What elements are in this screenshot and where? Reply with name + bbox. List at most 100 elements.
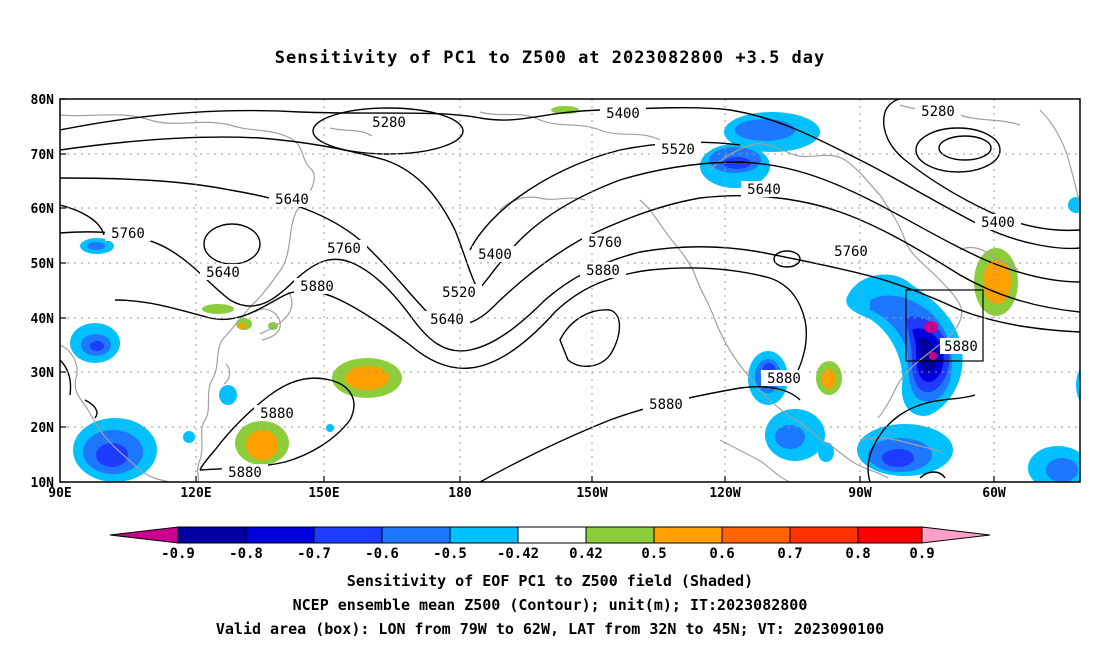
lon-label: 150E xyxy=(308,486,339,501)
colorbar-label: -0.42 xyxy=(497,546,539,562)
footer-line-shading: Sensitivity of EOF PC1 to Z500 field (Sh… xyxy=(346,572,754,590)
colorbar-segment xyxy=(449,526,519,544)
chart-title: Sensitivity of PC1 to Z500 at 2023082800… xyxy=(274,48,826,68)
lat-label: 40N xyxy=(31,312,55,327)
colorbar-segment xyxy=(721,526,791,544)
contour-label: 5400 xyxy=(975,214,1021,231)
svg-text:5760: 5760 xyxy=(327,241,361,257)
colorbar-label: -0.8 xyxy=(229,546,263,562)
graticule xyxy=(60,99,1080,482)
colorbar-segment xyxy=(313,526,383,544)
lon-label: 60W xyxy=(982,486,1006,501)
contour-label: 5640 xyxy=(741,181,787,198)
contour-label: 5280 xyxy=(366,114,412,131)
contour-label: 5760 xyxy=(105,225,151,242)
lat-label: 80N xyxy=(31,93,55,108)
svg-text:5760: 5760 xyxy=(111,226,145,242)
contour-label: 5880 xyxy=(940,338,982,355)
svg-text:5640: 5640 xyxy=(747,182,781,198)
colorbar-label: 0.6 xyxy=(709,546,734,562)
lon-label: 90W xyxy=(848,486,872,501)
sensitivity-shading xyxy=(70,106,1080,482)
svg-text:5880: 5880 xyxy=(228,465,262,481)
colorbar-label: -0.5 xyxy=(433,546,467,562)
colorbar-left-triangle xyxy=(109,526,179,544)
svg-text:5400: 5400 xyxy=(981,215,1015,231)
colorbar-segment xyxy=(517,526,587,544)
svg-text:5280: 5280 xyxy=(921,104,955,120)
contour-label: 5760 xyxy=(321,240,367,257)
svg-text:5400: 5400 xyxy=(478,247,512,263)
colorbar-segment xyxy=(789,526,859,544)
lon-label: 120E xyxy=(180,486,211,501)
coastlines xyxy=(60,104,1080,482)
colorbar-label: 0.5 xyxy=(641,546,666,562)
latitude-labels: 80N 70N 60N 50N 40N 30N 20N 10N xyxy=(31,93,55,491)
lat-label: 30N xyxy=(31,366,55,381)
contour-label: 5760 xyxy=(828,243,874,260)
contour-label: 5880 xyxy=(580,262,626,279)
svg-text:5400: 5400 xyxy=(606,106,640,122)
lat-label: 20N xyxy=(31,421,55,436)
contour-label: 5400 xyxy=(600,105,646,122)
colorbar: -0.9 -0.8 -0.7 -0.6 -0.5 -0.42 0.42 0.5 … xyxy=(109,526,991,562)
svg-text:5880: 5880 xyxy=(300,279,334,295)
contour-label: 5880 xyxy=(643,396,689,413)
contour-label: 5880 xyxy=(294,278,340,295)
contour-label: 5640 xyxy=(200,264,246,281)
colorbar-label: 0.8 xyxy=(845,546,870,562)
lon-label: 180 xyxy=(448,486,472,501)
svg-text:5880: 5880 xyxy=(260,406,294,422)
svg-text:5760: 5760 xyxy=(588,235,622,251)
svg-text:5520: 5520 xyxy=(661,142,695,158)
contour-label: 5880 xyxy=(222,464,268,481)
colorbar-label: 0.9 xyxy=(909,546,934,562)
colorbar-segment xyxy=(653,526,723,544)
colorbar-right-triangle xyxy=(921,526,991,544)
z500-contours xyxy=(60,99,1080,482)
contour-label: 5280 xyxy=(915,103,961,120)
contour-label: 5400 xyxy=(472,246,518,263)
svg-text:5760: 5760 xyxy=(834,244,868,260)
colorbar-segment xyxy=(381,526,451,544)
validation-box xyxy=(905,289,984,362)
colorbar-segment xyxy=(585,526,655,544)
contour-label: 5760 xyxy=(582,234,628,251)
colorbar-label: -0.6 xyxy=(365,546,399,562)
contour-label: 5640 xyxy=(424,311,470,328)
lon-label: 120W xyxy=(709,486,740,501)
lat-label: 70N xyxy=(31,148,55,163)
contour-label: 5520 xyxy=(655,141,701,158)
colorbar-segment xyxy=(857,526,923,544)
svg-text:5880: 5880 xyxy=(649,397,683,413)
svg-text:5640: 5640 xyxy=(430,312,464,328)
lat-label: 60N xyxy=(31,202,55,217)
colorbar-label: -0.9 xyxy=(161,546,195,562)
svg-text:5280: 5280 xyxy=(372,115,406,131)
longitude-labels: 90E 120E 150E 180 150W 120W 90W 60W xyxy=(48,486,1006,501)
colorbar-label: -0.7 xyxy=(297,546,331,562)
contour-labels: 5280 5280 5400 5400 5400 5520 5520 5640 … xyxy=(105,103,1021,481)
svg-text:5880: 5880 xyxy=(586,263,620,279)
tick-marks xyxy=(60,98,995,483)
contour-label: 5520 xyxy=(436,284,482,301)
svg-text:5880: 5880 xyxy=(944,339,978,355)
colorbar-segment xyxy=(245,526,315,544)
footer-line-valid-area: Valid area (box): LON from 79W to 62W, L… xyxy=(215,620,885,638)
contour-label: 5880 xyxy=(761,370,807,387)
lon-label: 150W xyxy=(576,486,607,501)
svg-text:5640: 5640 xyxy=(206,265,240,281)
footer-line-contour: NCEP ensemble mean Z500 (Contour); unit(… xyxy=(292,596,808,614)
lat-label: 10N xyxy=(31,476,55,491)
svg-text:5520: 5520 xyxy=(442,285,476,301)
lon-label: 90E xyxy=(48,486,71,501)
svg-text:5880: 5880 xyxy=(767,371,801,387)
colorbar-label: 0.7 xyxy=(777,546,802,562)
contour-label: 5640 xyxy=(269,191,315,208)
map-frame xyxy=(59,98,1081,483)
colorbar-label: 0.42 xyxy=(569,546,603,562)
contour-label: 5880 xyxy=(254,405,300,422)
lat-label: 50N xyxy=(31,257,55,272)
svg-text:5640: 5640 xyxy=(275,192,309,208)
